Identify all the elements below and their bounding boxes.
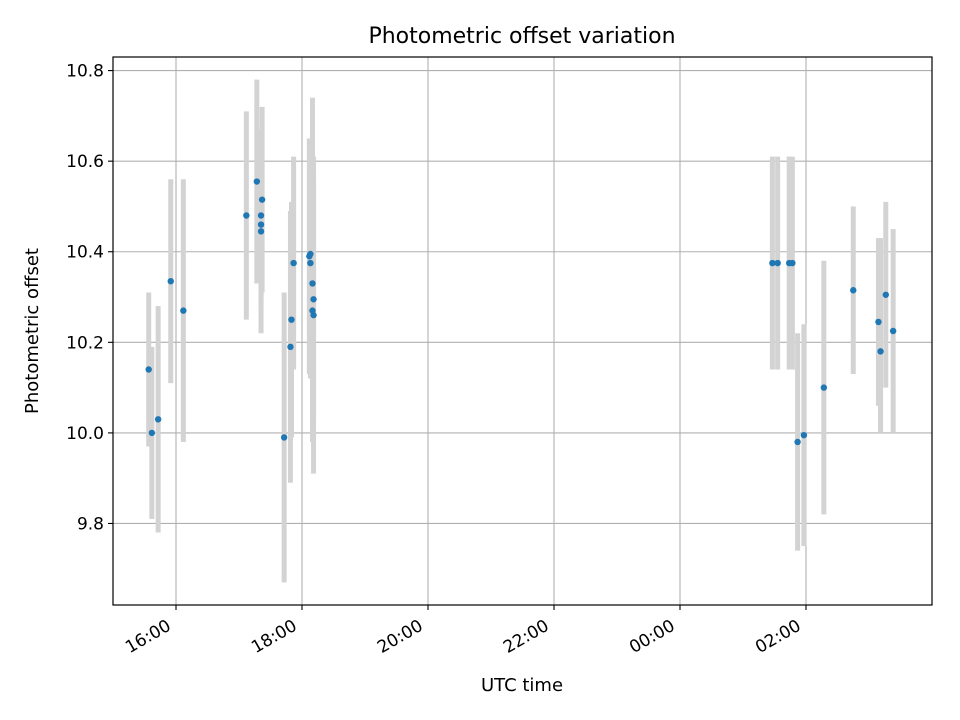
data-point bbox=[288, 316, 295, 323]
data-point bbox=[258, 196, 266, 203]
data-point bbox=[290, 259, 297, 267]
y-tick-label: 9.8 bbox=[77, 514, 104, 534]
x-axis-label: UTC time bbox=[481, 675, 563, 696]
data-point bbox=[794, 438, 801, 446]
plot-frame bbox=[112, 56, 933, 606]
data-point bbox=[875, 318, 882, 326]
y-tick-label: 10.0 bbox=[66, 424, 104, 444]
data-point bbox=[148, 429, 156, 437]
data-point bbox=[145, 366, 152, 373]
data-point bbox=[307, 250, 314, 258]
data-point bbox=[310, 296, 317, 303]
data-point bbox=[769, 259, 776, 267]
data-point bbox=[889, 327, 897, 335]
chart-title: Photometric offset variation bbox=[368, 24, 675, 49]
y-tick-label: 10.4 bbox=[66, 243, 104, 263]
y-tick-label: 10.6 bbox=[66, 152, 104, 172]
data-point bbox=[257, 212, 265, 219]
y-axis-ticks: 9.8 10.0 10.2 10.4 10.6 10.8 bbox=[66, 62, 113, 534]
data-point bbox=[820, 384, 828, 391]
data-point bbox=[309, 280, 316, 287]
data-point bbox=[180, 307, 187, 314]
data-point bbox=[287, 343, 294, 351]
y-tick-label: 10.8 bbox=[66, 62, 104, 82]
data-point bbox=[877, 348, 884, 355]
data-point bbox=[789, 259, 796, 267]
y-axis-label: Photometric offset bbox=[22, 248, 43, 414]
data-point bbox=[257, 228, 265, 235]
data-point bbox=[850, 287, 857, 294]
data-point bbox=[257, 221, 265, 228]
y-tick-label: 10.2 bbox=[66, 333, 104, 353]
data-point bbox=[280, 434, 288, 441]
data-point bbox=[800, 431, 808, 439]
data-point bbox=[154, 416, 162, 423]
data-point bbox=[253, 178, 261, 185]
data-points bbox=[145, 178, 897, 446]
data-point bbox=[167, 277, 174, 285]
data-point bbox=[307, 259, 314, 267]
data-point bbox=[774, 259, 781, 267]
data-point bbox=[882, 291, 889, 298]
data-point bbox=[243, 212, 250, 219]
data-point bbox=[310, 311, 317, 319]
